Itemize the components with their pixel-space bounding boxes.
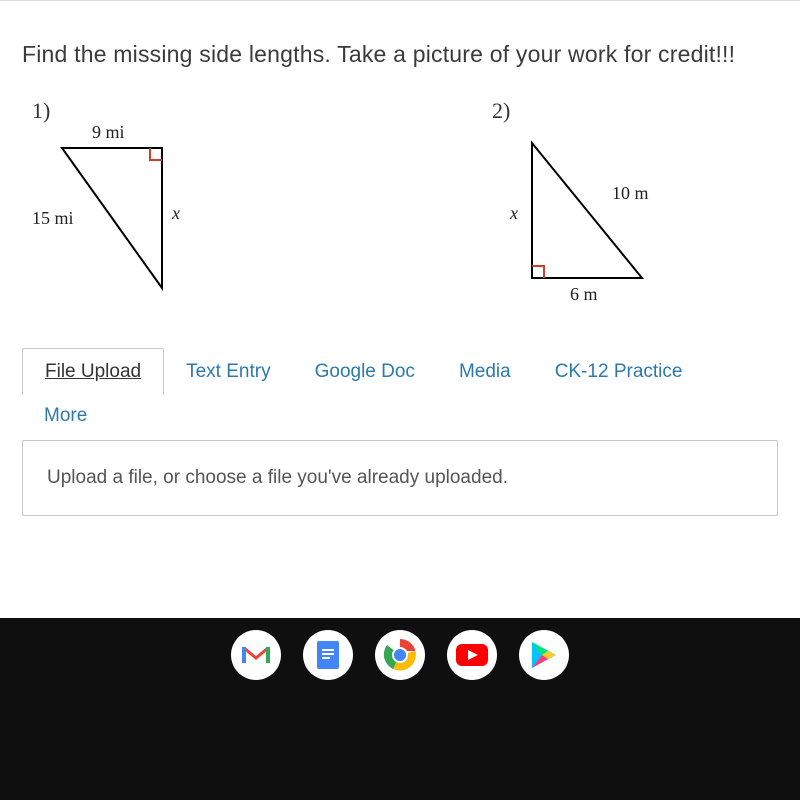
problem-2-figure: 10 m x 6 m: [492, 128, 672, 308]
upload-panel-text: Upload a file, or choose a file you've a…: [47, 467, 753, 489]
problem-2: 2) 10 m x 6 m: [492, 98, 672, 308]
triangle-2-svg: [492, 128, 672, 308]
youtube-icon[interactable]: [447, 630, 497, 680]
tab-more[interactable]: More: [22, 395, 778, 441]
instruction-text: Find the missing side lengths. Take a pi…: [22, 41, 778, 68]
tab-google-doc[interactable]: Google Doc: [293, 349, 437, 395]
docs-icon[interactable]: [303, 630, 353, 680]
tab-media[interactable]: Media: [437, 349, 533, 395]
tab-file-upload[interactable]: File Upload: [22, 348, 164, 395]
p1-hyp-label: 15 mi: [32, 208, 74, 229]
problem-2-number: 2): [492, 98, 672, 124]
problem-1-figure: 9 mi 15 mi x: [32, 128, 192, 308]
problem-1-number: 1): [32, 98, 192, 124]
p2-base-label: 6 m: [570, 284, 598, 305]
chrome-icon[interactable]: [375, 630, 425, 680]
p2-hyp-label: 10 m: [612, 183, 649, 204]
gmail-icon[interactable]: [231, 630, 281, 680]
page-content: Find the missing side lengths. Take a pi…: [0, 0, 800, 630]
tab-ck12[interactable]: CK-12 Practice: [533, 349, 705, 395]
play-icon[interactable]: [519, 630, 569, 680]
tabs-row: File Upload Text Entry Google Doc Media …: [22, 348, 778, 441]
problems-row: 1) 9 mi 15 mi x 2) 10 m x 6 m: [32, 98, 778, 308]
p2-left-label: x: [510, 203, 518, 224]
tab-text-entry[interactable]: Text Entry: [164, 349, 292, 395]
p1-top-label: 9 mi: [92, 122, 125, 143]
taskbar: [0, 618, 800, 800]
problem-1: 1) 9 mi 15 mi x: [32, 98, 192, 308]
p1-side-label: x: [172, 203, 180, 224]
upload-panel: Upload a file, or choose a file you've a…: [22, 440, 778, 516]
